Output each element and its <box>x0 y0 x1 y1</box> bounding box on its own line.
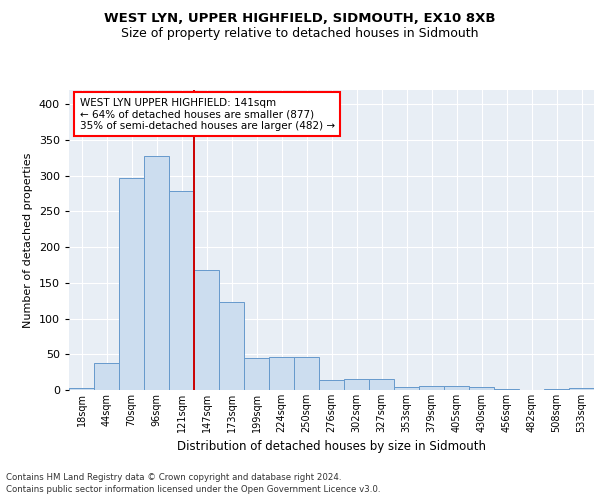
Bar <box>69 388 94 390</box>
Bar <box>394 387 419 390</box>
Bar <box>94 363 119 390</box>
Bar <box>269 357 294 390</box>
Text: WEST LYN, UPPER HIGHFIELD, SIDMOUTH, EX10 8XB: WEST LYN, UPPER HIGHFIELD, SIDMOUTH, EX1… <box>104 12 496 26</box>
Bar <box>144 156 169 390</box>
Bar <box>419 386 444 390</box>
Bar <box>319 380 344 390</box>
Bar <box>194 270 219 390</box>
Bar <box>569 388 594 390</box>
Bar <box>369 380 394 390</box>
Text: WEST LYN UPPER HIGHFIELD: 141sqm
← 64% of detached houses are smaller (877)
35% : WEST LYN UPPER HIGHFIELD: 141sqm ← 64% o… <box>79 98 335 130</box>
Bar <box>119 178 144 390</box>
Bar <box>344 380 369 390</box>
Bar <box>219 302 244 390</box>
Text: Contains public sector information licensed under the Open Government Licence v3: Contains public sector information licen… <box>6 485 380 494</box>
Text: Size of property relative to detached houses in Sidmouth: Size of property relative to detached ho… <box>121 28 479 40</box>
Bar <box>294 357 319 390</box>
Text: Contains HM Land Registry data © Crown copyright and database right 2024.: Contains HM Land Registry data © Crown c… <box>6 472 341 482</box>
X-axis label: Distribution of detached houses by size in Sidmouth: Distribution of detached houses by size … <box>177 440 486 454</box>
Bar <box>244 358 269 390</box>
Y-axis label: Number of detached properties: Number of detached properties <box>23 152 33 328</box>
Bar <box>444 386 469 390</box>
Bar <box>169 192 194 390</box>
Bar <box>469 387 494 390</box>
